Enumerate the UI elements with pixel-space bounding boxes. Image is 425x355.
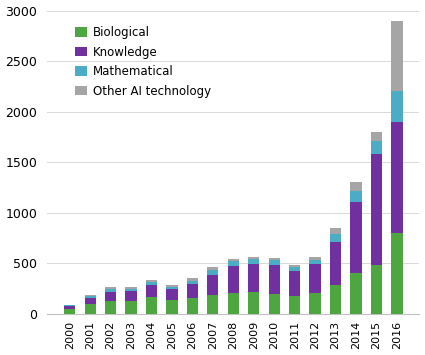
Bar — [146, 285, 157, 297]
Bar — [309, 257, 321, 260]
Bar — [350, 182, 362, 191]
Bar — [105, 287, 116, 289]
Bar — [125, 301, 137, 313]
Bar — [64, 305, 75, 306]
Bar — [125, 291, 137, 301]
Bar — [289, 296, 300, 313]
Bar — [207, 275, 218, 295]
Bar — [350, 202, 362, 273]
Bar — [248, 259, 259, 264]
Bar — [330, 242, 341, 285]
Bar — [85, 295, 96, 296]
Bar — [228, 293, 239, 313]
Bar — [371, 141, 382, 154]
Bar — [309, 293, 321, 313]
Bar — [371, 154, 382, 265]
Bar — [207, 270, 218, 275]
Bar — [125, 287, 137, 289]
Bar — [330, 228, 341, 234]
Bar — [309, 260, 321, 264]
Bar — [371, 132, 382, 141]
Bar — [248, 257, 259, 259]
Bar — [166, 300, 178, 313]
Bar — [228, 266, 239, 293]
Bar — [207, 267, 218, 270]
Bar — [85, 298, 96, 304]
Bar — [248, 264, 259, 293]
Bar — [187, 278, 198, 281]
Bar — [289, 271, 300, 296]
Bar — [187, 299, 198, 313]
Bar — [166, 287, 178, 289]
Bar — [391, 233, 402, 313]
Bar — [350, 191, 362, 202]
Bar — [105, 292, 116, 301]
Bar — [391, 91, 402, 122]
Bar — [330, 234, 341, 242]
Bar — [309, 264, 321, 293]
Bar — [146, 280, 157, 282]
Bar — [85, 304, 96, 313]
Bar — [330, 285, 341, 313]
Bar — [269, 257, 280, 260]
Bar — [269, 294, 280, 313]
Bar — [64, 308, 75, 313]
Bar — [146, 297, 157, 313]
Bar — [187, 284, 198, 299]
Bar — [350, 273, 362, 313]
Bar — [289, 265, 300, 267]
Bar — [146, 282, 157, 285]
Bar — [105, 301, 116, 313]
Bar — [269, 264, 280, 294]
Bar — [391, 122, 402, 233]
Bar — [85, 296, 96, 298]
Bar — [289, 267, 300, 271]
Bar — [64, 306, 75, 308]
Bar — [166, 285, 178, 287]
Bar — [248, 293, 259, 313]
Bar — [269, 260, 280, 264]
Bar — [228, 258, 239, 261]
Bar — [228, 261, 239, 266]
Bar — [187, 281, 198, 284]
Bar — [125, 289, 137, 291]
Bar — [105, 289, 116, 292]
Bar — [166, 289, 178, 300]
Legend: Biological, Knowledge, Mathematical, Other AI technology: Biological, Knowledge, Mathematical, Oth… — [72, 22, 215, 101]
Bar — [207, 295, 218, 313]
Bar — [391, 21, 402, 91]
Bar — [371, 265, 382, 313]
